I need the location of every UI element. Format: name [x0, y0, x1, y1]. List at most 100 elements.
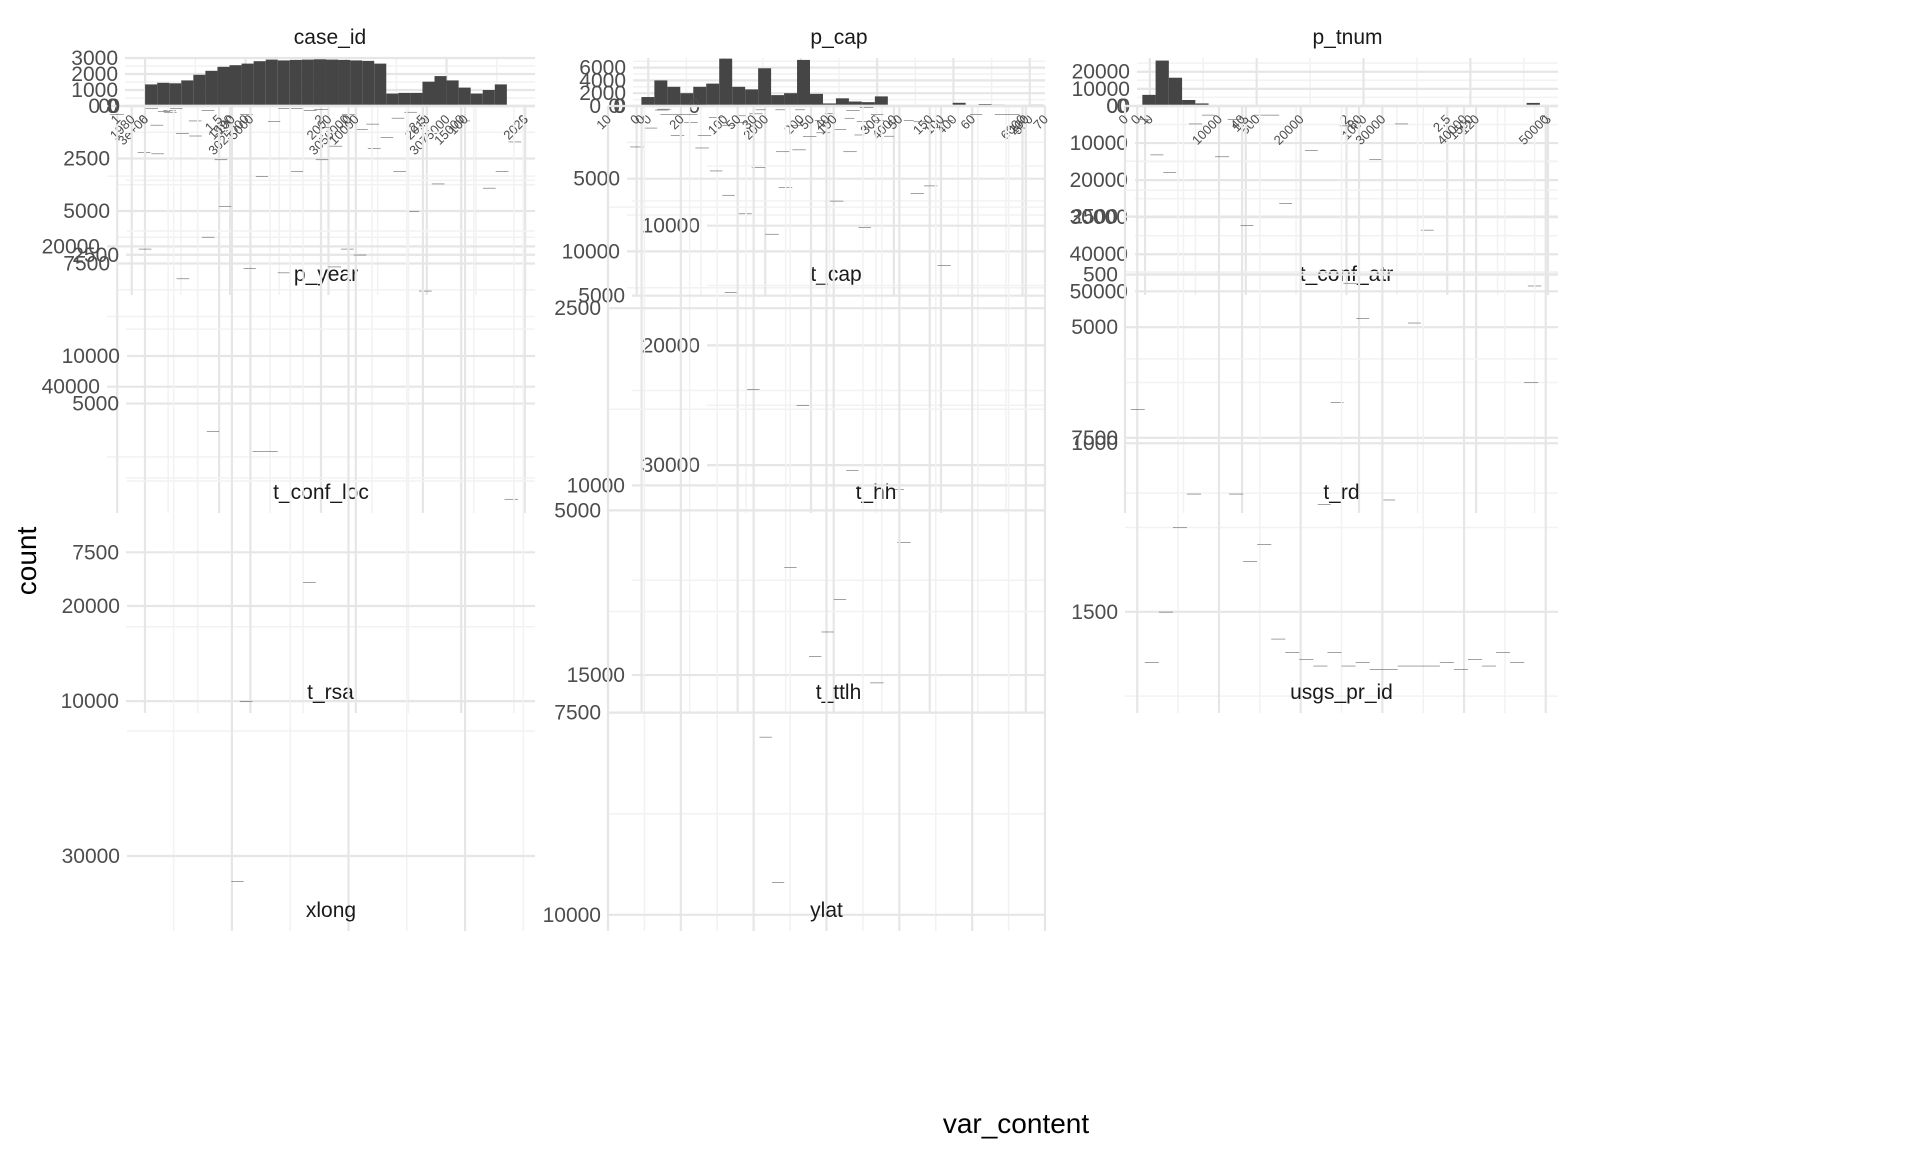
- histogram-bar: [366, 123, 379, 125]
- histogram-bar: [858, 227, 871, 228]
- histogram-bar: [709, 170, 723, 172]
- histogram-bar: [301, 59, 314, 106]
- histogram-bar: [784, 93, 798, 106]
- histogram-bar: [406, 211, 419, 212]
- y-tick-label: 10000: [543, 904, 601, 927]
- histogram-bar: [188, 120, 202, 122]
- histogram-bar: [508, 141, 522, 143]
- histogram-bar: [844, 117, 855, 119]
- histogram-bar: [151, 153, 164, 155]
- histogram-bar: [289, 59, 302, 106]
- y-tick-label: 5000: [63, 200, 110, 223]
- histogram-bar: [870, 682, 884, 684]
- histogram-bar: [1330, 402, 1344, 403]
- histogram-bar: [854, 134, 865, 136]
- histogram-bar: [329, 145, 343, 147]
- histogram-bar: [391, 117, 405, 119]
- histogram-bar: [1369, 159, 1383, 160]
- histogram-bar: [923, 121, 934, 123]
- histogram-bar: [765, 233, 779, 235]
- y-tick-label: 0: [589, 95, 601, 118]
- y-tick-label: 2500: [63, 148, 110, 171]
- histogram-bar: [418, 290, 432, 292]
- y-tick-label: 0: [1116, 95, 1128, 118]
- y-tick-label: 10000: [1070, 132, 1128, 155]
- histogram-bar: [214, 159, 228, 161]
- histogram-bar: [846, 110, 860, 111]
- y-tick-label: 1000: [71, 79, 118, 102]
- histogram-bar: [1397, 665, 1412, 667]
- histogram-bar: [719, 58, 733, 106]
- histogram-bar: [821, 631, 834, 633]
- facet-title: t_conf_loc: [273, 481, 369, 504]
- histogram-bar: [832, 129, 847, 130]
- histogram-bar: [1496, 652, 1511, 653]
- histogram-bar: [255, 176, 269, 177]
- histogram-bar: [693, 86, 707, 106]
- histogram-bar: [176, 278, 190, 280]
- histogram-bar: [482, 90, 495, 106]
- histogram-bar: [670, 135, 685, 136]
- y-tick-label: 20000: [42, 235, 100, 258]
- histogram-bar: [1144, 662, 1159, 663]
- histogram-bar: [771, 882, 785, 883]
- histogram-bar: [775, 109, 786, 111]
- histogram-bar: [315, 159, 329, 161]
- histogram-bar: [994, 114, 1008, 115]
- histogram-bar: [1382, 499, 1396, 501]
- histogram-bar: [861, 102, 875, 106]
- histogram-bar: [367, 148, 381, 149]
- histogram-bar: [1356, 318, 1370, 319]
- histogram-bar: [843, 151, 857, 153]
- y-tick-label: 10000: [567, 474, 625, 497]
- histogram-bar: [150, 124, 164, 126]
- y-tick-label: 7500: [63, 253, 110, 276]
- y-tick-label: 10000: [642, 215, 700, 238]
- y-tick-label: 20000: [1070, 169, 1128, 192]
- histogram-bar: [325, 59, 339, 106]
- histogram-bar: [110, 114, 124, 115]
- histogram-bar: [943, 120, 954, 121]
- y-tick-label: 4000: [579, 69, 626, 92]
- histogram-bar: [1138, 118, 1152, 120]
- histogram-bar: [1317, 504, 1331, 505]
- y-tick-label: 7500: [554, 702, 601, 725]
- histogram-bar: [1304, 150, 1318, 151]
- histogram-bar: [303, 110, 317, 111]
- facet-panels: case_id01000200030003e+06302500030500003…: [42, 26, 1558, 931]
- y-tick-label: 7500: [1071, 427, 1118, 450]
- histogram-bar: [446, 80, 459, 106]
- histogram-bar: [747, 389, 760, 390]
- histogram-bar: [1257, 544, 1272, 545]
- histogram-bar: [655, 109, 669, 111]
- histogram-bar: [667, 86, 681, 106]
- y-tick-label: 5000: [554, 499, 601, 522]
- histogram-bar: [884, 135, 894, 137]
- histogram-bar: [316, 127, 330, 128]
- y-tick-label: 40000: [1070, 243, 1128, 266]
- y-tick-label: 0: [107, 95, 119, 118]
- histogram-bar: [176, 133, 189, 134]
- histogram-bar: [291, 108, 304, 109]
- facet-title: ylat: [810, 899, 843, 922]
- histogram-bar: [1279, 203, 1293, 204]
- y-tick-label: 7500: [72, 541, 119, 564]
- y-tick-label: 2500: [72, 244, 119, 267]
- histogram-bar: [870, 114, 884, 115]
- y-tick-label: 0: [108, 95, 120, 118]
- histogram-bar: [802, 136, 817, 137]
- histogram-bar: [243, 268, 256, 269]
- y-tick-label: 20000: [62, 595, 120, 618]
- histogram-bar: [695, 147, 709, 149]
- histogram-bar: [494, 84, 507, 106]
- histogram-bar: [1271, 638, 1286, 640]
- histogram-bar: [937, 265, 951, 266]
- histogram-bar: [355, 129, 368, 130]
- histogram-bar: [157, 111, 171, 112]
- facet-title: p_cap: [810, 26, 867, 49]
- histogram-bar: [1299, 659, 1314, 660]
- histogram-bar: [874, 96, 888, 106]
- histogram-bar: [434, 76, 447, 106]
